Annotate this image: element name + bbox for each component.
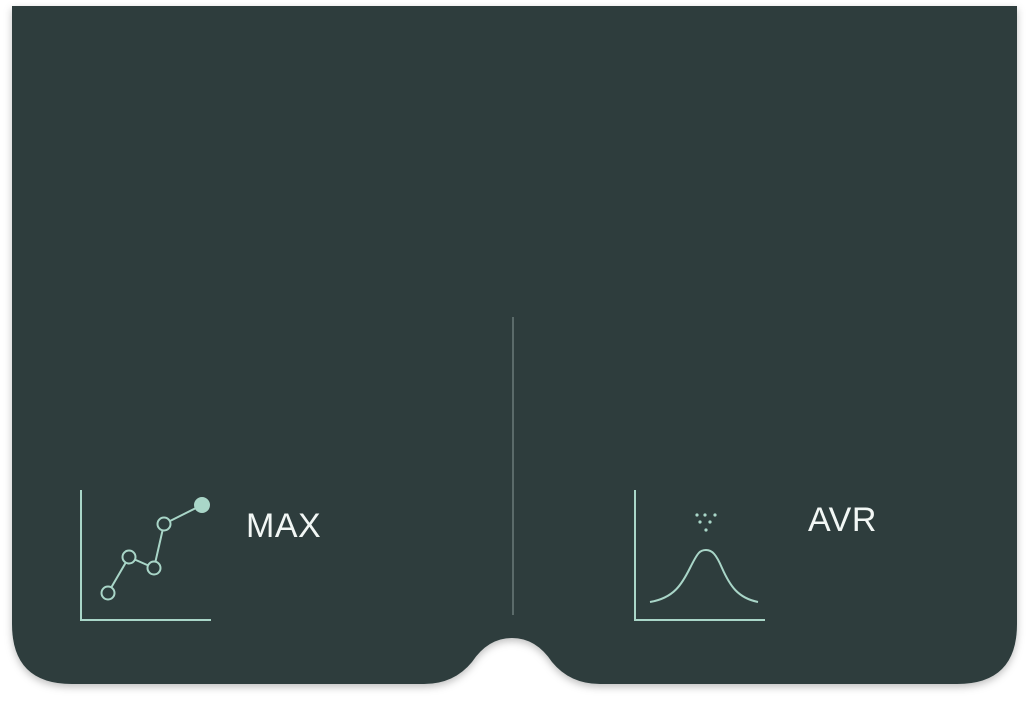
- mode-divider: [512, 317, 514, 615]
- mode-avr-label: AVR: [808, 501, 877, 539]
- line-chart-max-icon: [70, 480, 220, 630]
- panel-shape: [12, 6, 1017, 684]
- bell-curve-average-icon: [624, 480, 774, 630]
- mode-max-label: MAX: [246, 507, 322, 545]
